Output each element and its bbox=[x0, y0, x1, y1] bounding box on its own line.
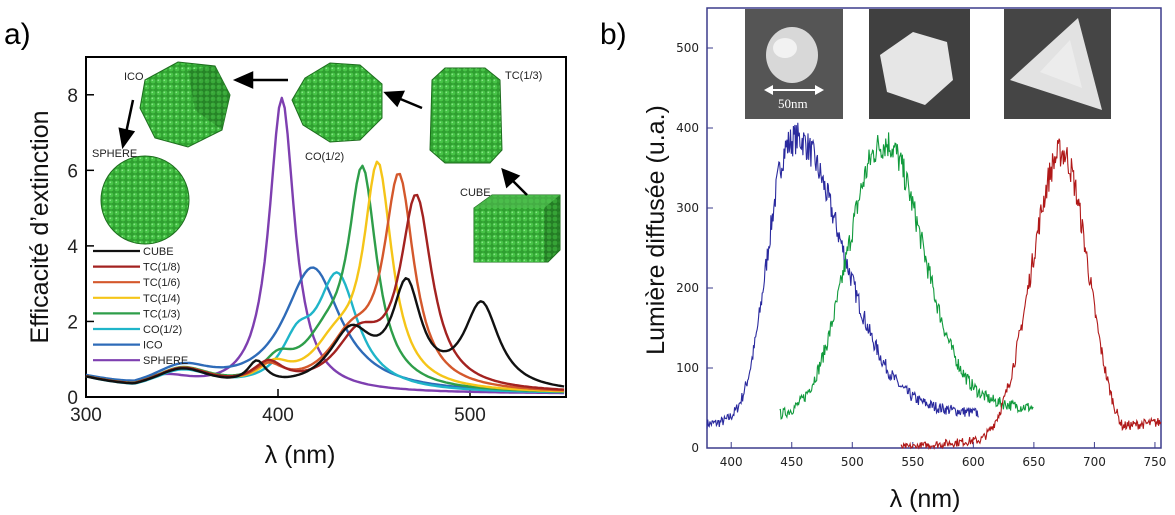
legend-entry: CUBE bbox=[143, 246, 174, 258]
panel-b-series-line-green bbox=[779, 132, 1034, 420]
panel-b-ytick-label: 200 bbox=[676, 281, 699, 295]
panel-a-label: a) bbox=[4, 18, 31, 51]
truncated-cube-particle-image bbox=[429, 67, 503, 164]
panel-b-ytick-label: 0 bbox=[691, 441, 699, 455]
panel-a-series-line-cube bbox=[85, 277, 565, 388]
panel-b-ylabel: Lumière diffusée (u.a.) bbox=[642, 105, 670, 355]
panel-b-label: b) bbox=[600, 18, 627, 51]
transformation-arrows bbox=[118, 71, 528, 196]
panel-b-xtick-label: 400 bbox=[720, 455, 743, 469]
panel-a-ytick-label: 6 bbox=[67, 161, 78, 182]
panel-b-xtick-label: 750 bbox=[1143, 455, 1166, 469]
cube-shape-label: CUBE bbox=[460, 187, 491, 199]
legend-entry: CO(1/2) bbox=[143, 324, 182, 336]
panel-b-xtick-label: 700 bbox=[1083, 455, 1106, 469]
panel-a-xtick-label: 300 bbox=[70, 405, 102, 426]
panel-b-xtick-label: 650 bbox=[1022, 455, 1045, 469]
panel-b-series-line-red bbox=[900, 138, 1162, 451]
panel-a-ytick-label: 8 bbox=[67, 86, 78, 107]
legend-entry: TC(1/8) bbox=[143, 262, 180, 274]
panel-a-ylabel: Efficacité d’extinction bbox=[26, 111, 54, 344]
panel-a-xtick-label: 500 bbox=[454, 405, 486, 426]
sem-inset-sphere: 50nm bbox=[745, 9, 843, 119]
sphere-shape-label: SPHERE bbox=[92, 148, 137, 160]
legend-entry: SPHERE bbox=[143, 355, 188, 367]
co-shape-label: CO(1/2) bbox=[305, 151, 344, 163]
cube-particle-image bbox=[473, 194, 561, 263]
panel-b-ytick-label: 100 bbox=[676, 361, 699, 375]
panel-b-xtick-label: 600 bbox=[962, 455, 985, 469]
scale-bar-label: 50nm bbox=[778, 96, 808, 111]
legend-entry: ICO bbox=[143, 340, 163, 352]
legend-entry: TC(1/6) bbox=[143, 277, 180, 289]
panel-b-xtick-label: 450 bbox=[780, 455, 803, 469]
panel-a-xtick-label: 400 bbox=[262, 405, 294, 426]
panel-a-ytick-label: 0 bbox=[67, 388, 78, 409]
ico-particle-image bbox=[139, 61, 231, 148]
sem-inset-pentagon bbox=[869, 9, 970, 119]
panel-b-ytick-label: 500 bbox=[676, 41, 699, 55]
panel-a-legend: CUBE TC(1/8) TC(1/6) TC(1/4) TC(1/3) CO(1/2) I… bbox=[93, 246, 188, 367]
panel-b-series-line-blue bbox=[706, 122, 979, 429]
panel-b-ytick-label: 300 bbox=[676, 201, 699, 215]
panel-b-xtick-label: 550 bbox=[901, 455, 924, 469]
cuboctahedron-particle-image bbox=[291, 62, 383, 143]
panel-b-xlabel: λ (nm) bbox=[890, 485, 961, 513]
tc13-shape-label: TC(1/3) bbox=[505, 70, 542, 82]
legend-entry: TC(1/4) bbox=[143, 293, 180, 305]
panel-a-xlabel: λ (nm) bbox=[265, 441, 336, 469]
panel-a: a) 300 400 500 0 2 4 6 8 λ (nm) Efficacité d’ex… bbox=[4, 18, 567, 469]
panel-b: b) 400 450 500 550 600 650 700 750 0 100 200 300 400… bbox=[600, 7, 1166, 513]
panel-b-ytick-label: 400 bbox=[676, 121, 699, 135]
panel-b-xtick-label: 500 bbox=[841, 455, 864, 469]
legend-entry: TC(1/3) bbox=[143, 308, 180, 320]
sem-inset-triangle bbox=[1004, 9, 1111, 119]
sphere-particle-image bbox=[100, 155, 190, 245]
panel-a-ytick-label: 4 bbox=[67, 237, 78, 258]
panel-a-ytick-label: 2 bbox=[67, 312, 78, 333]
ico-shape-label: ICO bbox=[124, 71, 144, 83]
